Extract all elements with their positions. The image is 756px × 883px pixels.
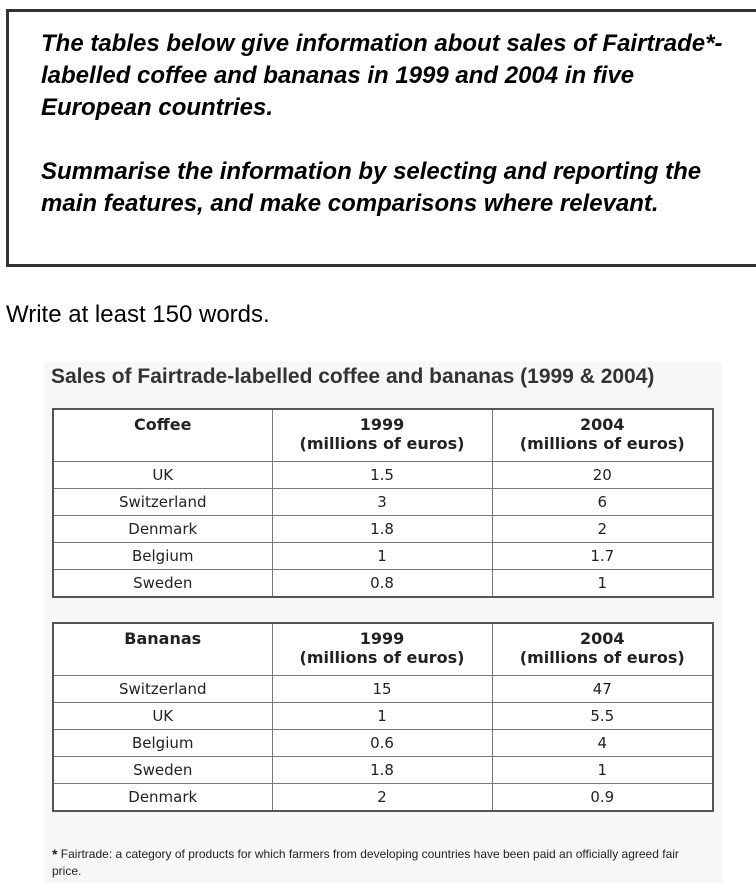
table-row: Switzerland 3 6 bbox=[52, 488, 714, 516]
value-2004-cell: 47 bbox=[491, 675, 714, 703]
value-1999-cell: 1.8 bbox=[271, 515, 493, 543]
value-1999-cell: 0.8 bbox=[271, 569, 493, 598]
value-1999-cell: 1.8 bbox=[271, 756, 493, 784]
country-cell: Belgium bbox=[52, 542, 273, 570]
footnote-text: Fairtrade: a category of products for wh… bbox=[52, 847, 679, 878]
value-2004-cell: 5.5 bbox=[491, 702, 714, 730]
value-2004-cell: 6 bbox=[491, 488, 714, 516]
word-count-instruction: Write at least 150 words. bbox=[6, 301, 270, 328]
country-cell: Switzerland bbox=[52, 488, 273, 516]
year-2004-header: 2004 (millions of euros) bbox=[491, 408, 714, 462]
table-row: Denmark 1.8 2 bbox=[52, 515, 714, 543]
value-1999-cell: 1.5 bbox=[271, 461, 493, 489]
value-2004-cell: 2 bbox=[491, 515, 714, 543]
prompt-paragraph-1: The tables below give information about … bbox=[41, 30, 723, 121]
table-row: UK 1 5.5 bbox=[52, 702, 714, 730]
country-cell: Sweden bbox=[52, 756, 273, 784]
table-row: UK 1.5 20 bbox=[52, 461, 714, 489]
table-row: Belgium 0.6 4 bbox=[52, 729, 714, 757]
table-header-row: Coffee 1999 (millions of euros) 2004 (mill… bbox=[52, 408, 714, 462]
value-1999-cell: 15 bbox=[271, 675, 493, 703]
value-2004-cell: 0.9 bbox=[491, 783, 714, 812]
figure-title: Sales of Fairtrade-labelled coffee and b… bbox=[51, 365, 655, 388]
table-row: Belgium 1 1.7 bbox=[52, 542, 714, 570]
country-cell: UK bbox=[52, 702, 273, 730]
value-2004-cell: 1.7 bbox=[491, 542, 714, 570]
table-row: Sweden 1.8 1 bbox=[52, 756, 714, 784]
footnote-asterisk: * bbox=[52, 846, 58, 862]
country-cell: Switzerland bbox=[52, 675, 273, 703]
value-2004-cell: 4 bbox=[491, 729, 714, 757]
year-1999-header: 1999 (millions of euros) bbox=[271, 622, 493, 676]
tables-figure: Sales of Fairtrade-labelled coffee and b… bbox=[44, 362, 722, 883]
value-1999-cell: 1 bbox=[271, 702, 493, 730]
country-cell: Sweden bbox=[52, 569, 273, 598]
country-cell: Denmark bbox=[52, 783, 273, 812]
year-2004-header: 2004 (millions of euros) bbox=[491, 622, 714, 676]
value-2004-cell: 1 bbox=[491, 569, 714, 598]
country-cell: Belgium bbox=[52, 729, 273, 757]
category-header: Bananas bbox=[52, 622, 273, 676]
value-2004-cell: 20 bbox=[491, 461, 714, 489]
task-prompt-box: The tables below give information about … bbox=[6, 9, 756, 267]
value-1999-cell: 2 bbox=[271, 783, 493, 812]
prompt-paragraph-2: Summarise the information by selecting a… bbox=[41, 158, 702, 217]
category-header: Coffee bbox=[52, 408, 273, 462]
bananas-table: Bananas 1999 (millions of euros) 2004 (mil… bbox=[52, 622, 714, 812]
table-row: Sweden 0.8 1 bbox=[52, 569, 714, 598]
coffee-table: Coffee 1999 (millions of euros) 2004 (mill… bbox=[52, 408, 714, 598]
value-1999-cell: 1 bbox=[271, 542, 493, 570]
fairtrade-footnote: * Fairtrade: a category of products for … bbox=[52, 846, 692, 880]
value-1999-cell: 3 bbox=[271, 488, 493, 516]
table-row: Switzerland 15 47 bbox=[52, 675, 714, 703]
table-row: Denmark 2 0.9 bbox=[52, 783, 714, 812]
country-cell: UK bbox=[52, 461, 273, 489]
value-2004-cell: 1 bbox=[491, 756, 714, 784]
country-cell: Denmark bbox=[52, 515, 273, 543]
value-1999-cell: 0.6 bbox=[271, 729, 493, 757]
year-1999-header: 1999 (millions of euros) bbox=[271, 408, 493, 462]
table-header-row: Bananas 1999 (millions of euros) 2004 (mil… bbox=[52, 622, 714, 676]
